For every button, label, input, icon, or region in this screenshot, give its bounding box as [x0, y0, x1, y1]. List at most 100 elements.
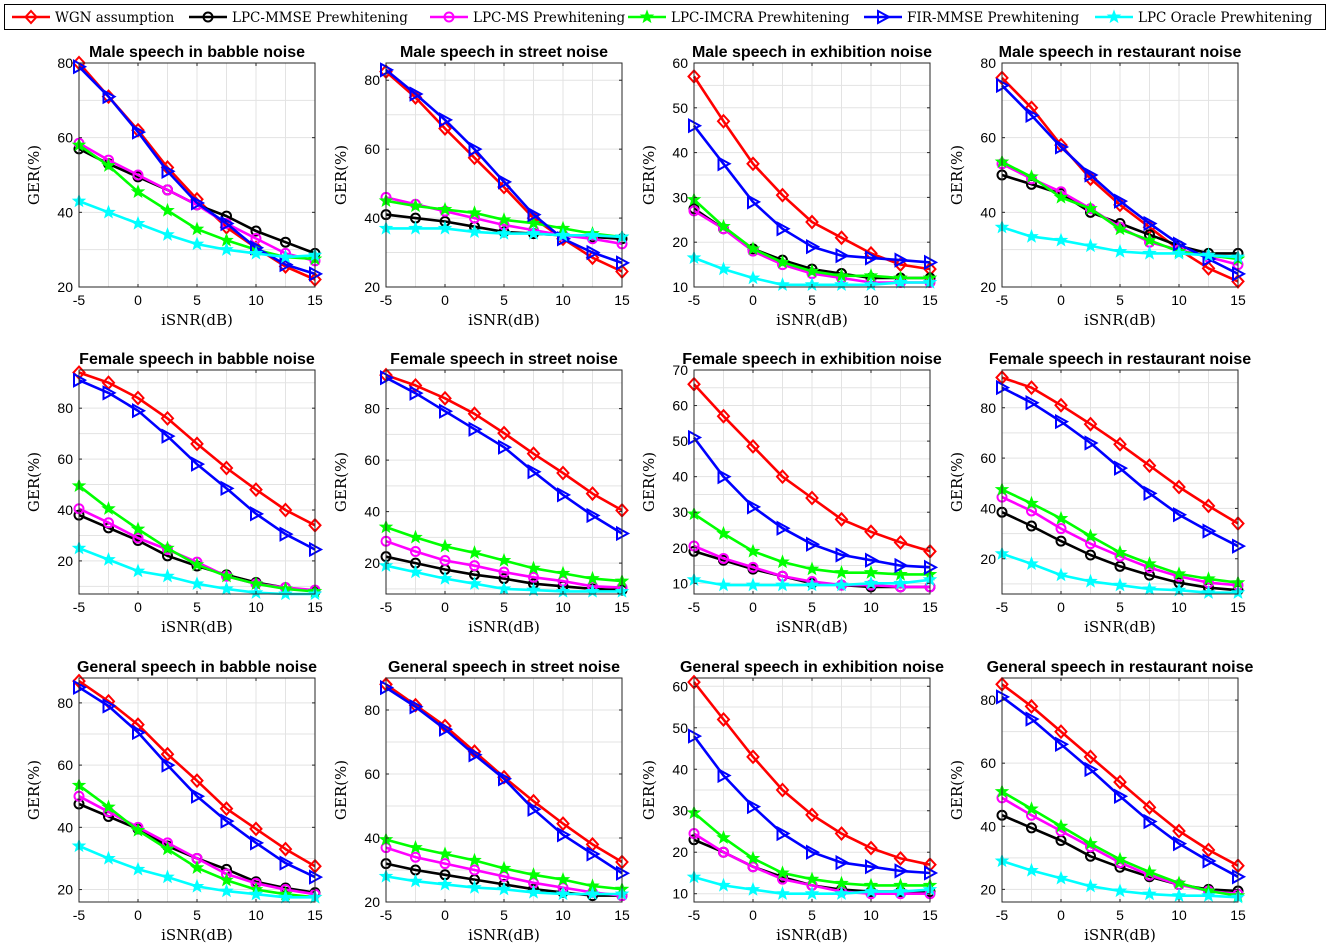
data-point-lpc-ms-prewhitening [498, 566, 510, 578]
x-tick-label: 15 [614, 599, 630, 615]
data-point-lpc-imcra-prewhitening [555, 871, 571, 886]
chart-title: Female speech in exhibition noise [682, 351, 942, 368]
data-point-fir-mmse-prewhitening [161, 757, 176, 773]
data-point-lpc-ms-prewhitening [103, 517, 114, 529]
data-point-lpc-ms-prewhitening [528, 571, 539, 583]
x-tick-label: 0 [134, 599, 142, 615]
x-tick-label: 5 [500, 907, 508, 923]
data-point-lpc-ms-prewhitening [1055, 523, 1067, 535]
series-line-wgn-assumption [385, 373, 623, 512]
data-point-fir-mmse-prewhitening [1084, 435, 1099, 451]
data-point-lpc-oracle-prewhitening [1083, 238, 1098, 253]
data-point-fir-mmse-prewhitening [279, 256, 294, 273]
data-point-lpc-imcra-prewhitening [130, 184, 146, 198]
data-point-lpc-oracle-prewhitening [189, 878, 205, 893]
data-point-lpc-imcra-prewhitening [1142, 556, 1157, 570]
data-point-fir-mmse-prewhitening [557, 487, 572, 503]
x-tick-label: 0 [134, 292, 142, 308]
data-point-lpc-imcra-prewhitening [716, 830, 731, 844]
x-tick-label: 0 [134, 907, 142, 923]
data-point-fir-mmse-prewhitening [1173, 236, 1188, 252]
x-tick-label: 5 [808, 599, 816, 615]
x-tick-label: 5 [808, 907, 816, 923]
data-point-lpc-imcra-prewhitening [1142, 864, 1157, 879]
data-point-fir-mmse-prewhitening [468, 747, 483, 763]
data-point-fir-mmse-prewhitening [557, 827, 572, 843]
data-point-wgn-assumption [746, 438, 760, 454]
data-point-lpc-oracle-prewhitening [555, 886, 571, 901]
data-point-lpc-oracle-prewhitening [1112, 883, 1128, 898]
series-line-fir-mmse-prewhitening [385, 686, 623, 875]
x-tick-label: 0 [441, 599, 449, 615]
y-tick-label: 20 [364, 279, 380, 295]
data-point-lpc-mmse-prewhitening [1144, 569, 1155, 581]
y-tick-label: 20 [364, 555, 380, 571]
data-point-lpc-imcra-prewhitening [804, 561, 820, 576]
x-tick-label: 10 [248, 907, 264, 923]
x-tick-label: -5 [996, 907, 1009, 923]
x-tick-label: -5 [688, 292, 701, 308]
data-point-lpc-oracle-prewhitening [863, 883, 879, 898]
y-tick-label: 60 [980, 130, 996, 146]
data-point-fir-mmse-prewhitening [250, 835, 265, 851]
data-point-fir-mmse-prewhitening [776, 221, 791, 237]
y-tick-label: 30 [672, 504, 688, 520]
data-point-wgn-assumption [834, 511, 849, 527]
data-point-lpc-imcra-prewhitening [775, 554, 790, 569]
data-point-wgn-assumption [526, 446, 541, 462]
chart-title: Female speech in babble noise [79, 351, 315, 368]
series-wgn-assumption [379, 367, 629, 518]
data-point-lpc-ms-prewhitening [498, 870, 510, 882]
data-point-fir-mmse-prewhitening [1055, 736, 1070, 752]
x-tick-label: -5 [380, 292, 393, 308]
data-point-fir-mmse-prewhitening [717, 156, 732, 172]
y-tick-label: 20 [57, 553, 73, 569]
x-tick-label: 5 [500, 599, 508, 615]
data-point-wgn-assumption [775, 782, 790, 798]
x-tick-label: 10 [863, 599, 879, 615]
data-point-fir-mmse-prewhitening [776, 520, 791, 536]
data-point-fir-mmse-prewhitening [806, 844, 821, 860]
chart-panel-11: -5 0 5 10 15 10 20 30 40 50 60 General speech in ex… [640, 659, 944, 944]
legend-label-wgn-assumption: WGN assumption [55, 10, 175, 26]
y-tick-label: 20 [57, 882, 73, 898]
data-point-wgn-assumption [190, 436, 204, 452]
y-tick-label: 30 [672, 803, 688, 819]
y-tick-label: 30 [672, 189, 688, 205]
chart-title: Male speech in restaurant noise [999, 44, 1242, 61]
x-axis-label: iSNR(dB) [161, 926, 233, 944]
data-point-lpc-mmse-prewhitening [1026, 822, 1037, 834]
data-point-wgn-assumption [1024, 698, 1039, 714]
x-tick-label: 0 [749, 292, 757, 308]
x-tick-label: 10 [555, 907, 571, 923]
data-point-lpc-oracle-prewhitening [467, 576, 482, 590]
series-line-lpc-ms-prewhitening [78, 795, 316, 896]
data-point-lpc-oracle-prewhitening [526, 582, 541, 597]
data-point-lpc-imcra-prewhitening [1171, 566, 1187, 581]
data-point-wgn-assumption [1201, 842, 1216, 858]
data-point-fir-mmse-prewhitening [279, 526, 294, 542]
data-point-lpc-oracle-prewhitening [804, 886, 820, 900]
data-point-fir-mmse-prewhitening [835, 854, 850, 871]
data-point-lpc-oracle-prewhitening [1201, 247, 1216, 262]
data-point-lpc-oracle-prewhitening [893, 883, 908, 898]
data-point-wgn-assumption [1024, 380, 1039, 396]
data-point-fir-mmse-prewhitening [1025, 107, 1040, 123]
data-point-lpc-oracle-prewhitening [467, 879, 482, 894]
chart-title: General speech in babble noise [77, 659, 317, 676]
y-tick-label: 20 [57, 279, 73, 295]
data-point-lpc-oracle-prewhitening [278, 249, 293, 264]
data-point-wgn-assumption [131, 390, 145, 406]
data-point-lpc-imcra-prewhitening [1024, 169, 1039, 184]
y-tick-label: 80 [980, 400, 996, 416]
legend-label-fir-mmse-prewhitening: FIR-MMSE Prewhitening [907, 10, 1080, 26]
x-axis-label: iSNR(dB) [1084, 311, 1156, 329]
data-point-lpc-oracle-prewhitening [1053, 870, 1069, 885]
data-point-lpc-oracle-prewhitening [775, 886, 790, 900]
data-point-lpc-oracle-prewhitening [893, 575, 908, 590]
x-tick-label: -5 [996, 599, 1009, 615]
data-point-lpc-oracle-prewhitening [496, 881, 512, 896]
y-tick-label: 50 [672, 720, 688, 736]
data-point-fir-mmse-prewhitening [409, 699, 424, 715]
series-line-lpc-mmse-prewhitening [1001, 511, 1239, 592]
